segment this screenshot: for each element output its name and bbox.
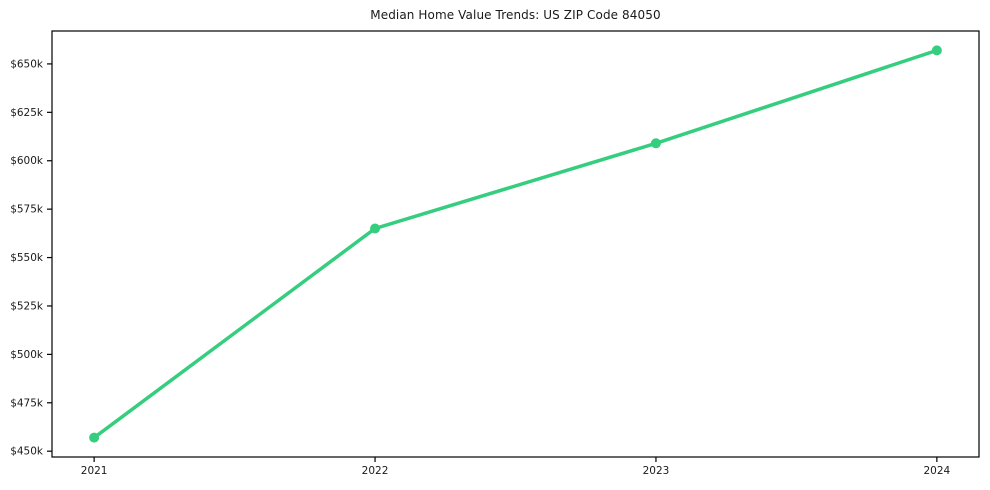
y-axis-tick-label: $600k bbox=[10, 155, 44, 167]
y-axis-tick-label: $475k bbox=[10, 397, 44, 409]
data-point-marker bbox=[370, 223, 381, 234]
x-axis-tick-label: 2024 bbox=[923, 465, 950, 477]
y-axis-tick-label: $500k bbox=[10, 349, 44, 361]
data-point-marker bbox=[650, 138, 661, 149]
y-axis-tick-label: $650k bbox=[10, 58, 44, 70]
x-axis-tick-label: 2023 bbox=[643, 465, 670, 477]
plot-border bbox=[51, 30, 980, 458]
trend-line bbox=[92, 48, 939, 440]
y-axis-tick-label: $525k bbox=[10, 300, 44, 312]
chart-title: Median Home Value Trends: US ZIP Code 84… bbox=[370, 8, 661, 22]
data-point-marker bbox=[931, 45, 942, 56]
data-point-marker bbox=[89, 432, 100, 443]
x-axis-tick-label: 2021 bbox=[81, 465, 108, 477]
y-axis-tick-label: $450k bbox=[10, 446, 44, 458]
y-axis-tick-label: $550k bbox=[10, 252, 44, 264]
y-axis-tick-label: $575k bbox=[10, 204, 44, 216]
y-axis-tick-label: $625k bbox=[10, 107, 44, 119]
x-axis-tick-label: 2022 bbox=[362, 465, 389, 477]
